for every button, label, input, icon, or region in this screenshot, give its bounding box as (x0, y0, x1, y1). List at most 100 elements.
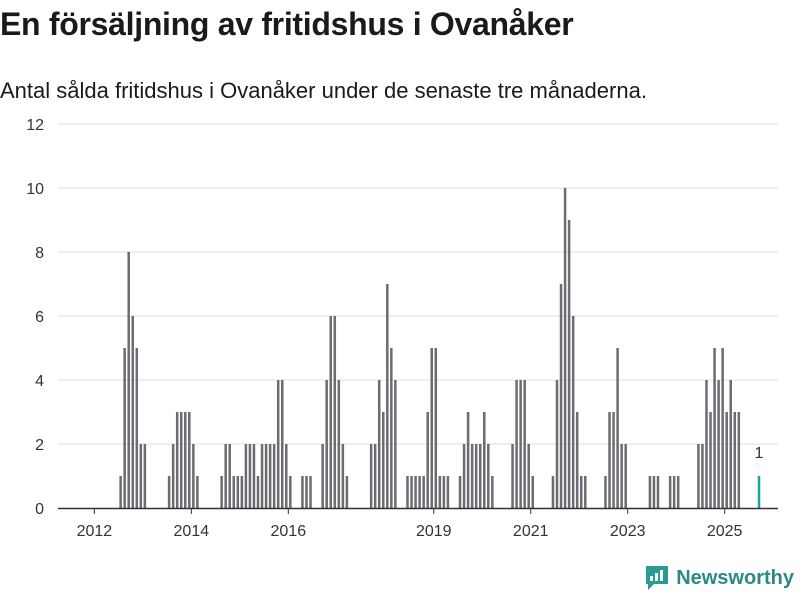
bar (337, 380, 341, 508)
y-tick-label: 10 (26, 181, 44, 198)
bar (652, 476, 656, 508)
bar (713, 348, 716, 508)
bar (139, 444, 143, 508)
x-tick-label: 2016 (271, 523, 307, 540)
y-tick-label: 12 (26, 117, 44, 134)
y-tick-label: 0 (35, 501, 44, 518)
bar (487, 444, 490, 508)
bar (555, 380, 559, 508)
bar (382, 412, 385, 508)
bar (701, 444, 704, 508)
bar (483, 412, 486, 508)
bar (268, 444, 272, 508)
bar (729, 380, 732, 508)
bar (252, 444, 256, 508)
newsworthy-logo-icon (646, 566, 669, 590)
bar (559, 284, 563, 508)
y-tick-label: 4 (35, 373, 44, 390)
bar (325, 380, 328, 508)
bar (717, 380, 720, 508)
bar (608, 412, 611, 508)
x-tick-label: 2021 (513, 523, 549, 540)
bar (192, 444, 195, 508)
bar (523, 380, 526, 508)
bar (462, 444, 466, 508)
bar (321, 444, 324, 508)
bar (604, 476, 607, 508)
bar (119, 476, 122, 508)
bar (676, 476, 680, 508)
bar (333, 316, 337, 508)
bar (737, 412, 741, 508)
newsworthy-logo[interactable]: Newsworthy (644, 564, 794, 592)
bar (519, 380, 522, 508)
bar (709, 412, 712, 508)
bar (123, 348, 126, 508)
bar (584, 476, 587, 508)
bar (672, 476, 676, 508)
x-tick-label: 2014 (174, 523, 210, 540)
y-tick-label: 6 (35, 309, 44, 326)
x-tick-label: 2012 (77, 523, 113, 540)
bar (373, 444, 377, 508)
bar (369, 444, 373, 508)
bar (612, 412, 615, 508)
bars (119, 188, 761, 508)
x-tick-label: 2025 (707, 523, 743, 540)
bar (184, 412, 187, 508)
bar (620, 444, 623, 508)
bar (527, 444, 530, 508)
bar (341, 444, 345, 508)
bar (406, 476, 409, 508)
bar (491, 476, 494, 508)
bar (127, 252, 130, 508)
y-axis-ticks: 0 2 4 6 8 10 12 (26, 117, 44, 518)
bar (531, 476, 534, 508)
bar (414, 476, 417, 508)
highlight-value-label: 1 (755, 445, 764, 462)
bar (289, 476, 292, 508)
bar (143, 444, 147, 508)
bar (386, 284, 389, 508)
bar (474, 444, 478, 508)
x-axis: 2012 2014 2016 2019 2021 2023 2025 (58, 507, 778, 540)
bar (236, 476, 240, 508)
bar (224, 444, 227, 508)
bar (563, 188, 567, 508)
bar (458, 476, 462, 508)
bar (256, 476, 260, 508)
x-tick-label: 2019 (416, 523, 452, 540)
bar (244, 444, 248, 508)
bar (466, 412, 470, 508)
bar (264, 444, 268, 508)
bar (131, 316, 134, 508)
bar (232, 476, 236, 508)
bar (515, 380, 518, 508)
bar (446, 476, 450, 508)
bar (733, 412, 737, 508)
bar (240, 476, 244, 508)
bar (571, 316, 575, 508)
bar (276, 380, 280, 508)
bar (648, 476, 652, 508)
bar (285, 444, 288, 508)
bar (511, 444, 514, 508)
bar (188, 412, 191, 508)
bar (394, 380, 397, 508)
bar (220, 476, 223, 508)
bar (656, 476, 660, 508)
bar (272, 444, 276, 508)
bar (422, 476, 425, 508)
bar (309, 476, 312, 508)
bar (705, 380, 708, 508)
bar (624, 444, 627, 508)
bar (248, 444, 252, 508)
bar (575, 412, 579, 508)
bar (179, 412, 183, 508)
bar (418, 476, 421, 508)
bar (167, 476, 171, 508)
bar (390, 348, 393, 508)
data-labels: 1 (755, 445, 764, 462)
bar (280, 380, 284, 508)
